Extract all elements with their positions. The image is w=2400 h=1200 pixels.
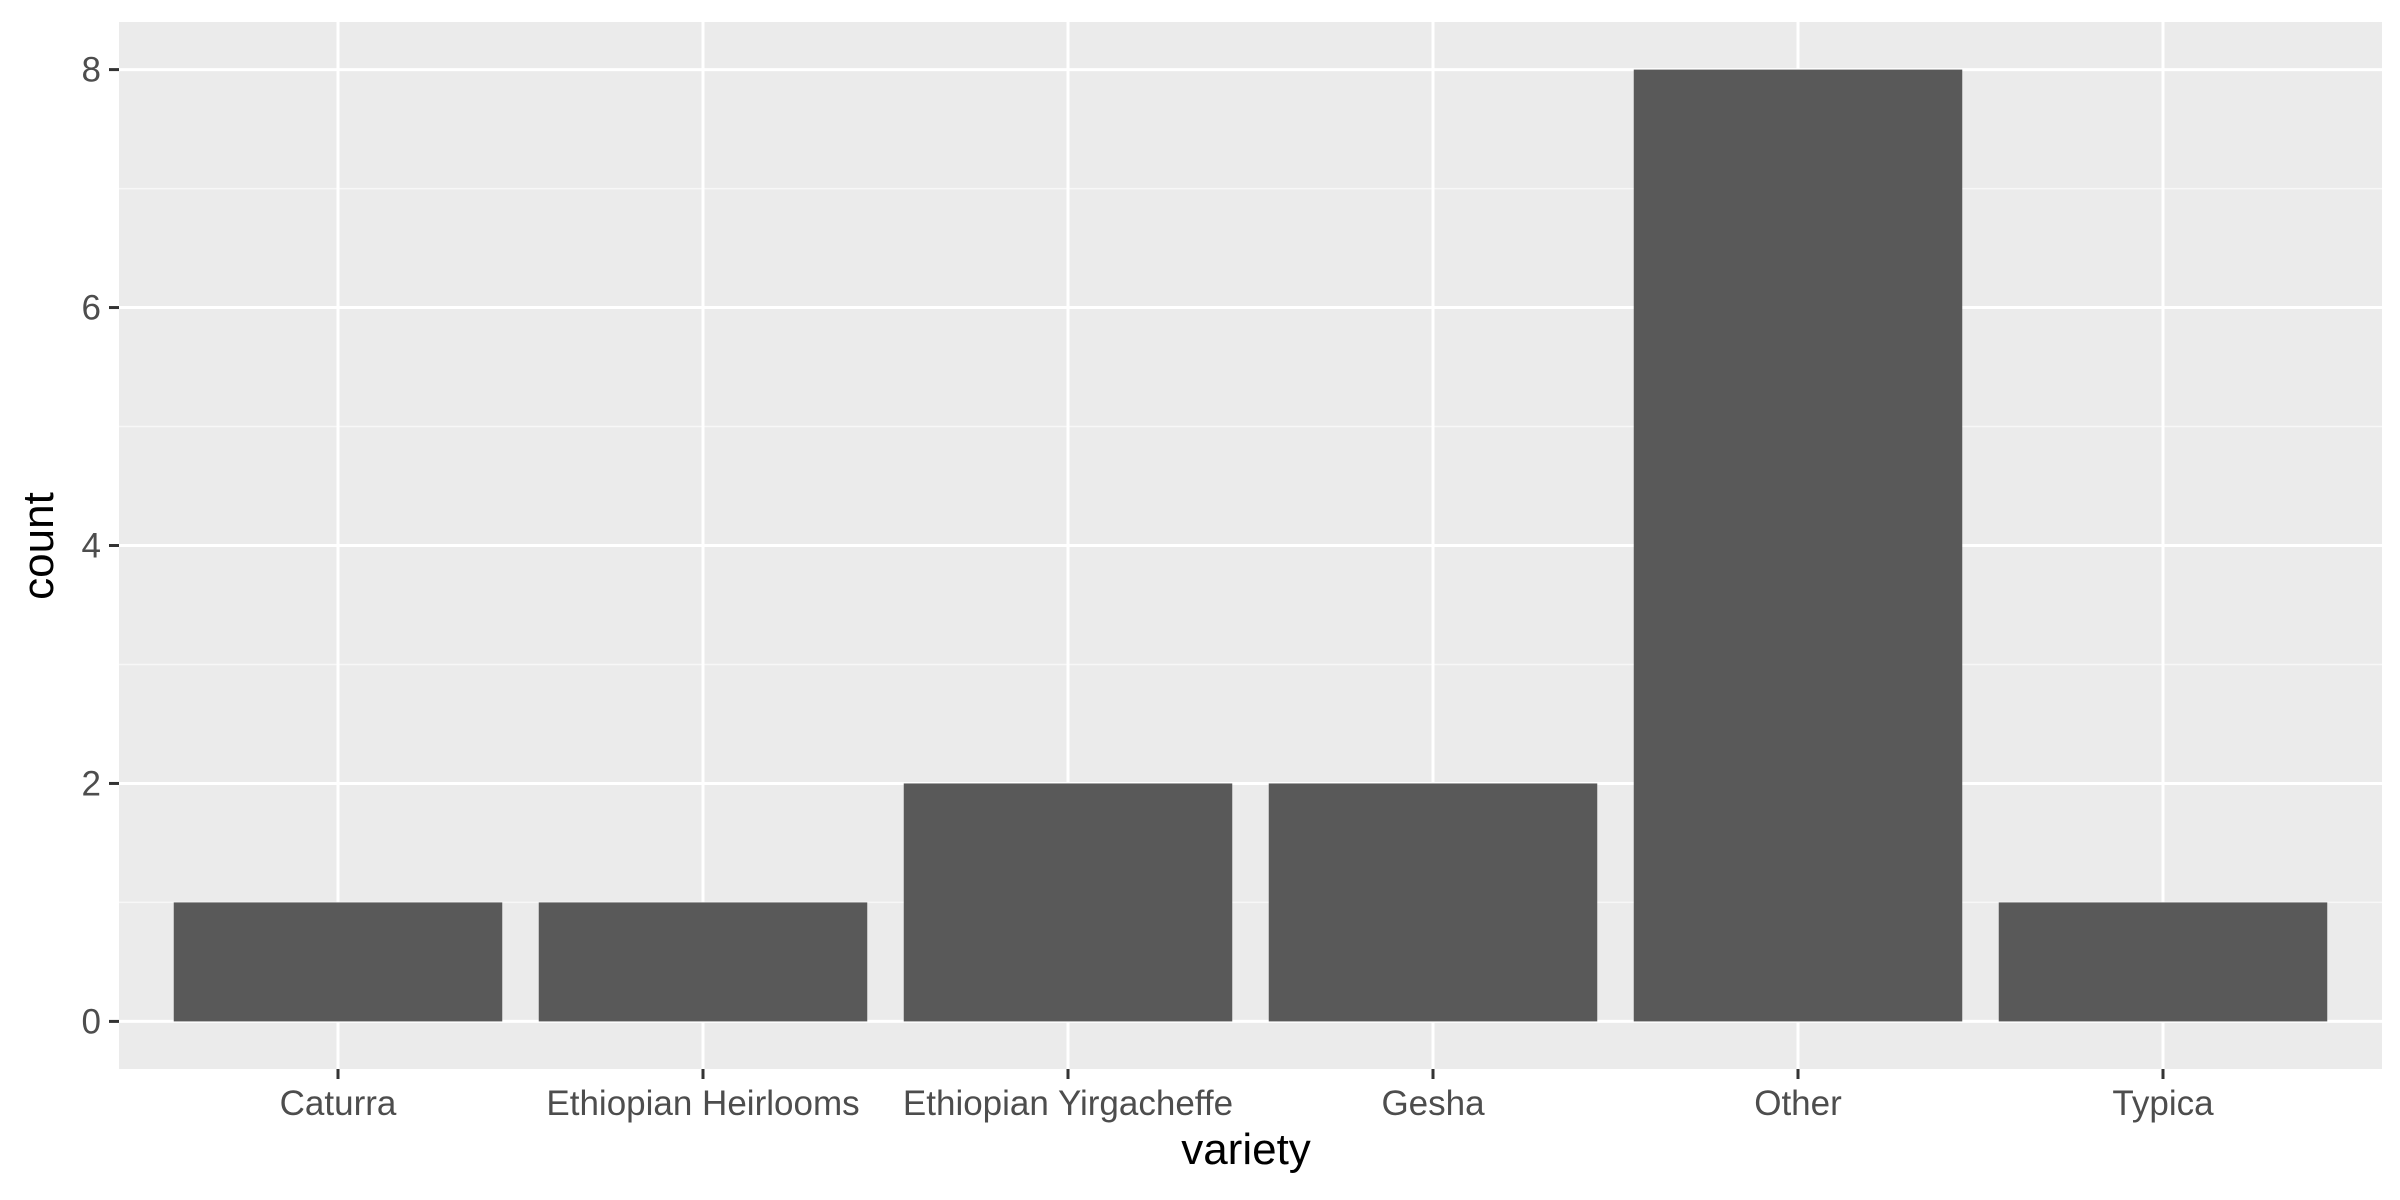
- bar-gesha: [1268, 783, 1598, 1022]
- y-axis-title: count: [14, 492, 63, 600]
- y-tick-label: 0: [82, 1002, 101, 1041]
- x-tick-label: Caturra: [280, 1084, 397, 1123]
- y-tick-label: 4: [82, 527, 101, 566]
- x-tick-label: Ethiopian Yirgacheffe: [903, 1084, 1233, 1123]
- bar-typica: [1998, 902, 2328, 1022]
- x-tick-label: Gesha: [1381, 1084, 1485, 1123]
- y-tick-label: 2: [82, 764, 101, 803]
- y-axis: 0 2 4 6 8: [82, 51, 119, 1041]
- x-axis-title: variety: [1181, 1125, 1311, 1174]
- bars: [173, 69, 2328, 1022]
- y-tick-label: 6: [82, 289, 101, 328]
- x-tick-label: Other: [1754, 1084, 1842, 1123]
- x-tick-label: Ethiopian Heirlooms: [546, 1084, 859, 1123]
- x-tick-label: Typica: [2112, 1084, 2214, 1123]
- x-axis: Caturra Ethiopian Heirlooms Ethiopian Yirg…: [280, 1069, 2214, 1123]
- bar-other: [1633, 69, 1963, 1022]
- bar-caturra: [173, 902, 503, 1022]
- bar-ethiopian-heirlooms: [538, 902, 868, 1022]
- bar-ethiopian-yirgacheffe: [903, 783, 1233, 1022]
- y-tick-label: 8: [82, 51, 101, 90]
